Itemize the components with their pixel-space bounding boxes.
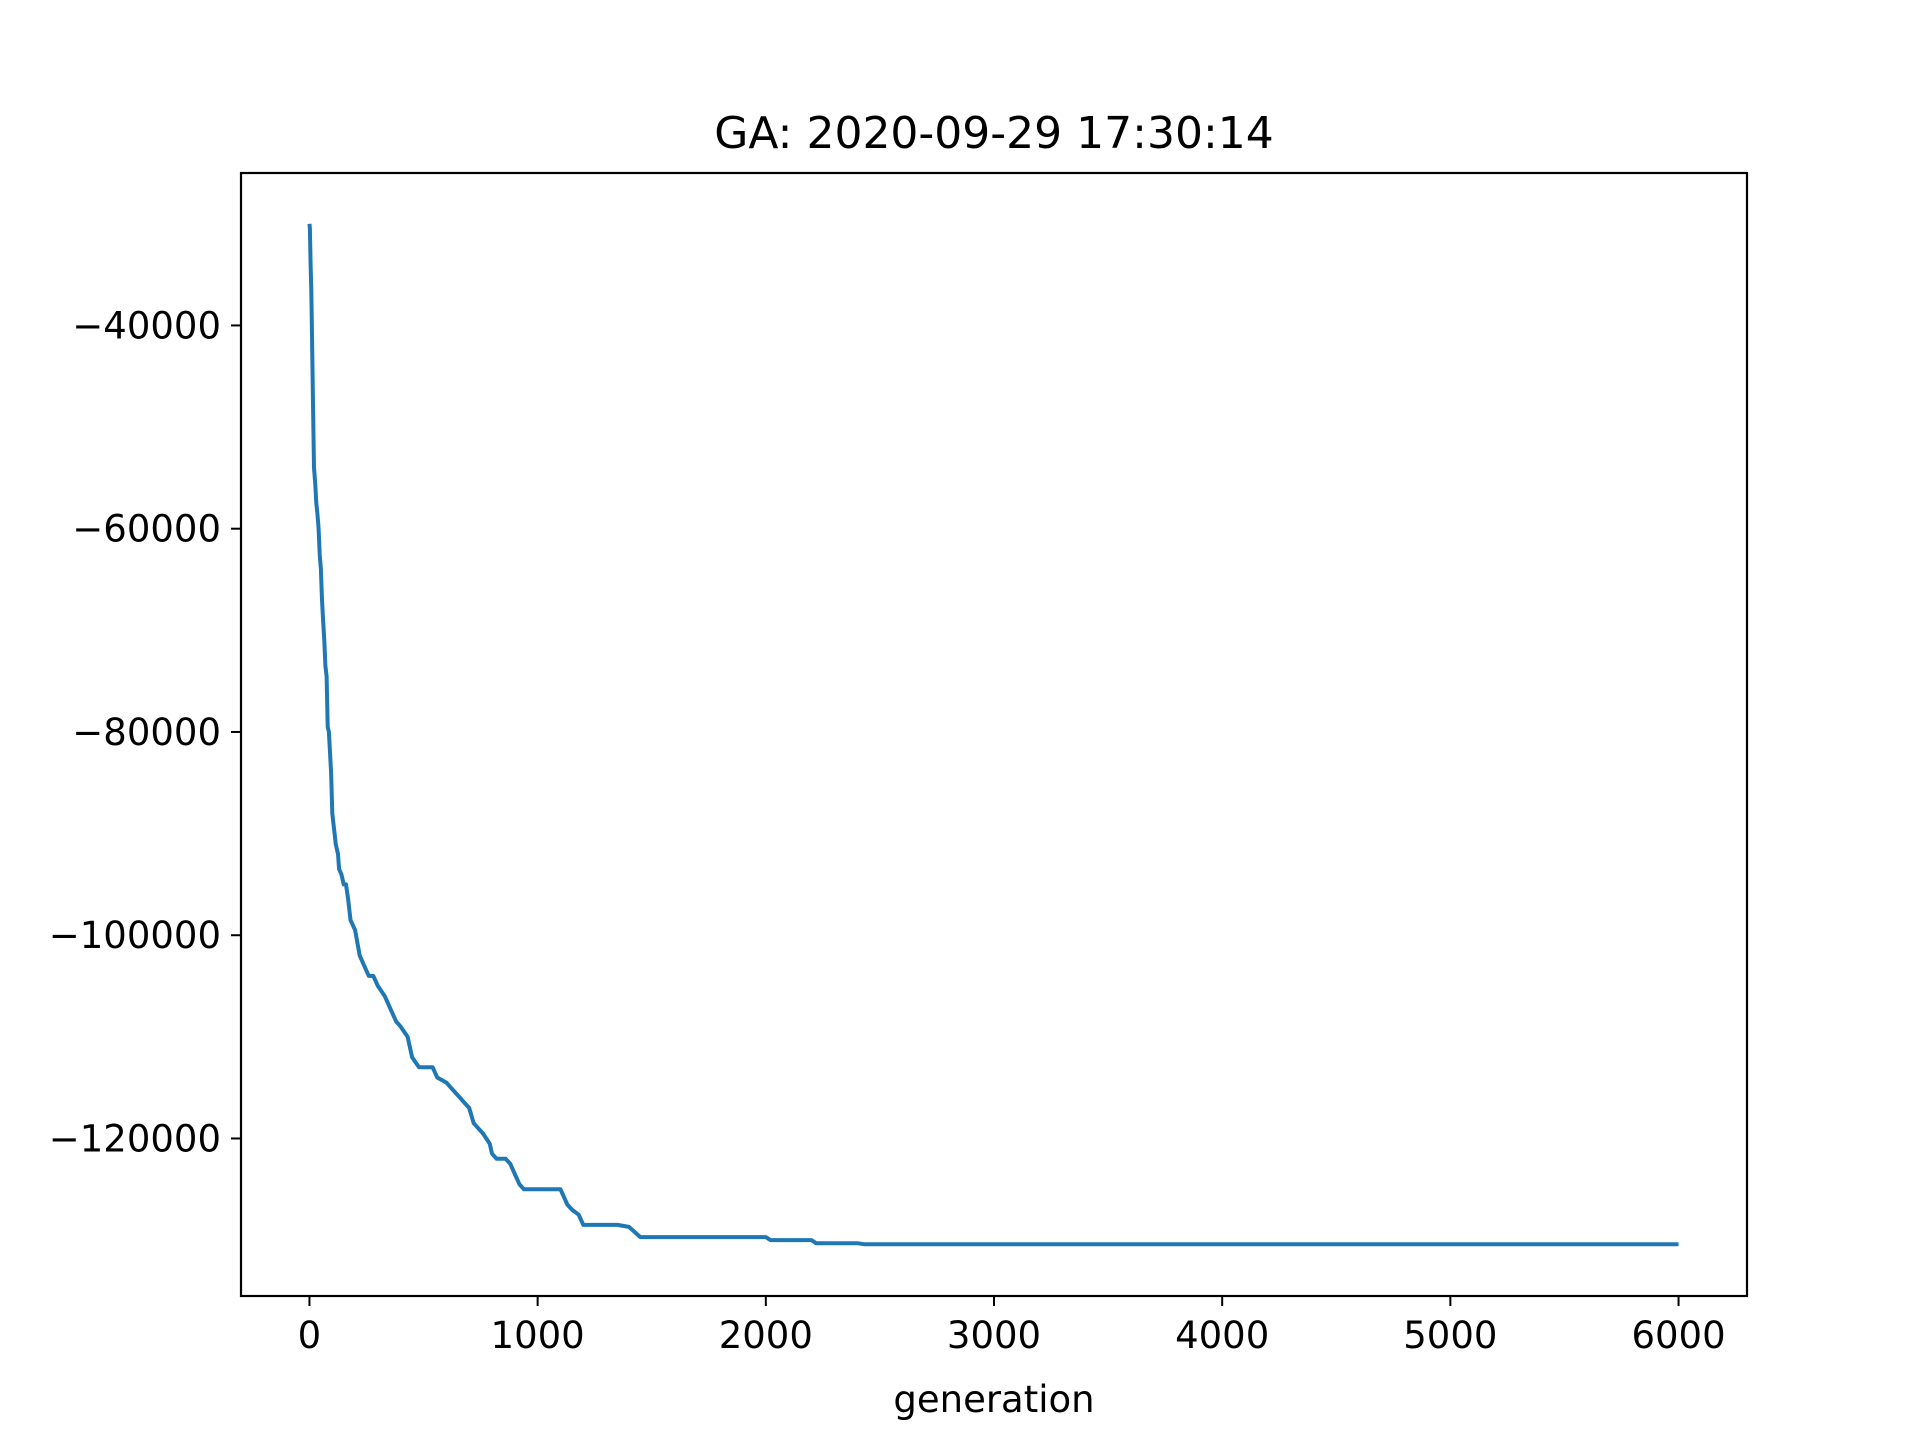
chart-title: GA: 2020-09-29 17:30:14 bbox=[714, 108, 1274, 159]
y-axis: −40000 −60000 −80000 −100000 −120000 bbox=[49, 304, 241, 1160]
x-tick-label: 0 bbox=[298, 1314, 322, 1357]
x-axis-label: generation bbox=[893, 1378, 1094, 1421]
series-line bbox=[307, 223, 1679, 1247]
axes-frame bbox=[239, 171, 1749, 1298]
y-tick-label: −100000 bbox=[49, 914, 221, 957]
x-tick-label: 3000 bbox=[947, 1314, 1041, 1357]
y-tick-label: −40000 bbox=[72, 304, 221, 347]
x-tick-label: 2000 bbox=[719, 1314, 813, 1357]
y-tick-label: −80000 bbox=[72, 711, 221, 754]
x-axis: 0 1000 2000 3000 4000 5000 6000 bbox=[298, 1296, 1726, 1357]
y-tick-label: −60000 bbox=[72, 508, 221, 551]
x-tick-label: 4000 bbox=[1175, 1314, 1269, 1357]
x-tick-label: 5000 bbox=[1403, 1314, 1497, 1357]
plot-area bbox=[307, 223, 1679, 1247]
x-tick-label: 1000 bbox=[491, 1314, 585, 1357]
x-tick-label: 6000 bbox=[1631, 1314, 1725, 1357]
y-tick-label: −120000 bbox=[49, 1117, 221, 1160]
